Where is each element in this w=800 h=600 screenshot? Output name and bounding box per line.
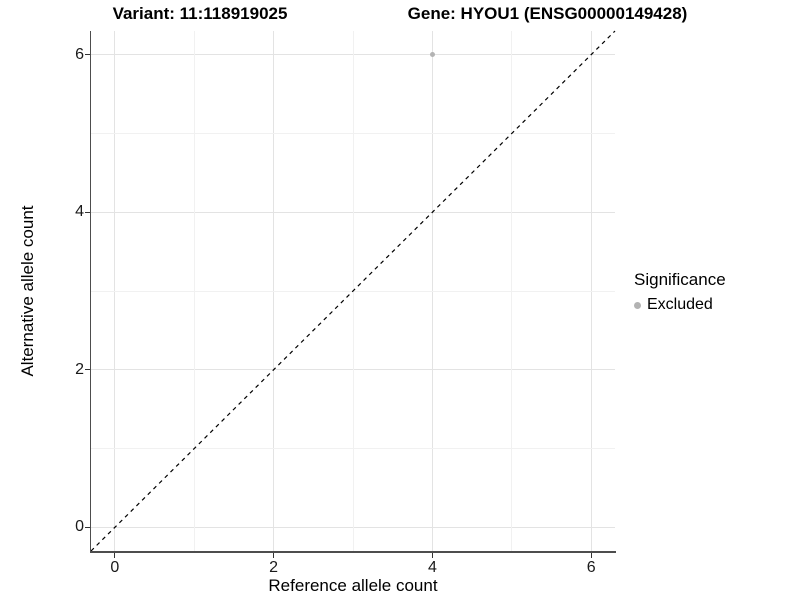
grid-minor-v [193,31,195,551]
y-tick-mark [84,526,90,528]
x-tick-mark [273,552,275,558]
x-tick-mark [590,552,592,558]
data-point [429,52,435,58]
y-tick-mark [84,369,90,371]
y-tick-label: 2 [75,360,84,378]
y-axis-title: Alternative allele count [18,205,37,377]
y-tick-label: 0 [75,518,84,536]
x-axis-title: Reference allele count [268,576,438,595]
legend-title: Significance [634,270,726,289]
y-tick-label: 4 [75,203,84,221]
x-tick-mark [431,552,433,558]
legend: Significance Excluded [634,270,726,314]
x-tick-label: 4 [427,559,437,576]
legend-item-excluded: Excluded [634,296,726,314]
x-tick-label: 0 [110,559,120,576]
plot-panel [90,30,616,552]
y-axis-line [89,31,91,552]
legend-item-label: Excluded [647,296,713,313]
plot-title-gene: Gene: HYOU1 (ENSG00000149428) [407,4,688,23]
x-tick-label: 6 [586,559,596,576]
x-tick-label: 2 [269,559,279,576]
x-tick-mark [114,552,116,558]
x-axis-line [89,551,616,553]
y-tick-label: 6 [75,45,84,63]
legend-point-icon [634,301,641,309]
identity-dashed-line [90,30,616,552]
plot-title-variant: Variant: 11:118919025 [112,4,288,23]
grid-minor-v [511,31,513,551]
y-tick-mark [84,211,90,213]
identity-line-layer [90,30,616,552]
y-tick-mark [84,54,90,56]
